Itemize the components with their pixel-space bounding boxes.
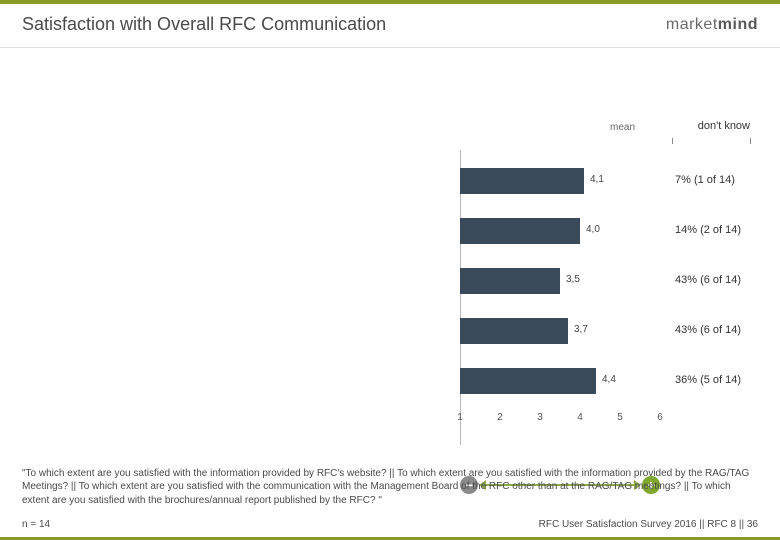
dont-know-header: don't know xyxy=(698,120,750,132)
x-tick: 3 xyxy=(537,412,543,423)
chart-row: 3,743% (6 of 14) xyxy=(460,306,660,356)
bar xyxy=(460,168,584,194)
header: Satisfaction with Overall RFC Communicat… xyxy=(0,4,780,48)
dont-know-value: 43% (6 of 14) xyxy=(675,324,741,336)
bar xyxy=(460,318,568,344)
mean-value-label: 3,7 xyxy=(574,324,588,335)
chart-row: 4,014% (2 of 14) xyxy=(460,206,660,256)
bar xyxy=(460,268,560,294)
question-text: "To which extent are you satisfied with … xyxy=(22,467,758,508)
x-tick: 5 xyxy=(617,412,623,423)
chart-row: 4,17% (1 of 14) xyxy=(460,156,660,206)
chart-row: 3,543% (6 of 14) xyxy=(460,256,660,306)
dk-tick-right xyxy=(750,138,751,144)
bar xyxy=(460,368,596,394)
chart-row: 4,436% (5 of 14) xyxy=(460,356,660,406)
mean-value-label: 4,4 xyxy=(602,374,616,385)
footer-meta-row: n = 14 RFC User Satisfaction Survey 2016… xyxy=(22,519,758,530)
dont-know-value: 36% (5 of 14) xyxy=(675,374,741,386)
dk-tick-left xyxy=(672,138,673,144)
mean-value-label: 4,1 xyxy=(590,174,604,185)
mean-value-label: 4,0 xyxy=(586,224,600,235)
logo-text-plain: market xyxy=(666,16,718,33)
dont-know-value: 14% (2 of 14) xyxy=(675,224,741,236)
mean-header: mean xyxy=(610,122,635,133)
dont-know-value: 43% (6 of 14) xyxy=(675,274,741,286)
x-tick: 2 xyxy=(497,412,503,423)
x-axis: 1 2 3 4 5 6 xyxy=(460,412,660,432)
footer: "To which extent are you satisfied with … xyxy=(0,459,780,540)
page-title: Satisfaction with Overall RFC Communicat… xyxy=(22,14,386,35)
x-tick: 6 xyxy=(657,412,663,423)
logo-text-bold: mind xyxy=(718,16,758,33)
bar xyxy=(460,218,580,244)
mean-value-label: 3,5 xyxy=(566,274,580,285)
bar-chart: 4,17% (1 of 14)4,014% (2 of 14)3,543% (6… xyxy=(460,150,660,450)
sample-size: n = 14 xyxy=(22,519,50,530)
dont-know-value: 7% (1 of 14) xyxy=(675,174,735,186)
brand-logo: marketmind xyxy=(666,16,758,34)
source-text: RFC User Satisfaction Survey 2016 || RFC… xyxy=(539,519,758,530)
chart-area: mean don't know 4,17% (1 of 14)4,014% (2… xyxy=(0,60,780,460)
x-tick: 1 xyxy=(457,412,463,423)
x-tick: 4 xyxy=(577,412,583,423)
